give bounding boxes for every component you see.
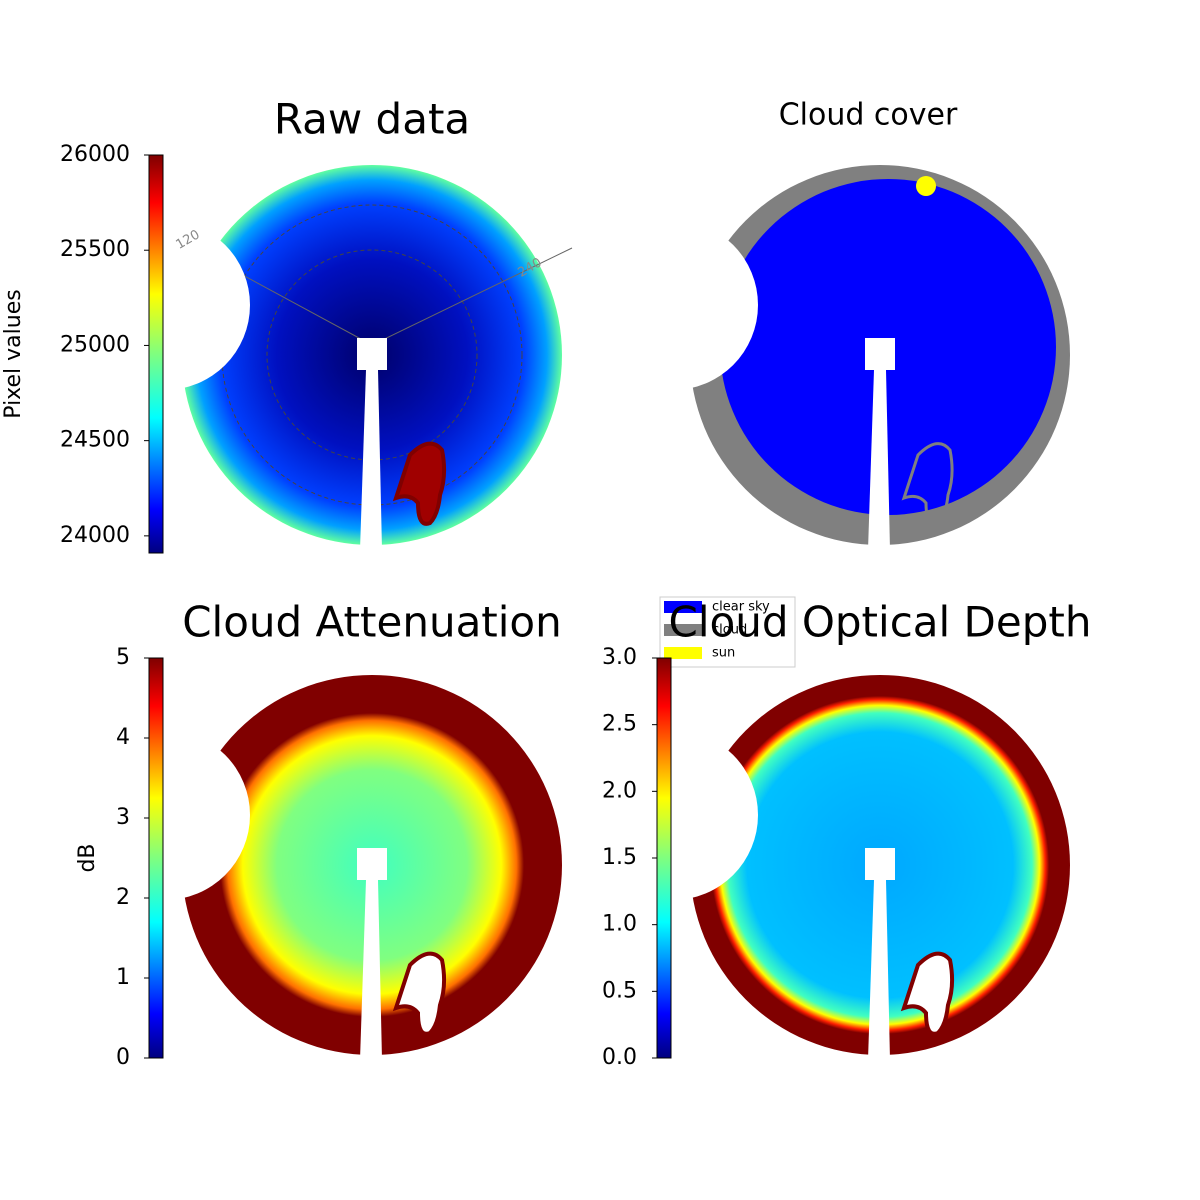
blob [900, 951, 955, 1036]
legend-swatch [664, 601, 702, 613]
colorbar-tick-label: 5 [116, 645, 130, 670]
panel-title: Raw data [274, 95, 470, 144]
pole-top [865, 848, 895, 880]
colorbar-tick-label: 1 [116, 965, 130, 990]
legend-label: sun [712, 646, 735, 661]
sky-bite [80, 220, 250, 390]
pole [360, 880, 382, 1060]
colorbar-tick-label: 0.5 [602, 978, 637, 1003]
colorbar-tick-label: 26000 [60, 142, 130, 167]
polar-grid [371, 247, 573, 346]
colorbar-tick-label: 3 [116, 805, 130, 830]
pole [868, 370, 890, 550]
pole-top [357, 848, 387, 880]
sun-disk [916, 176, 936, 196]
panel-title: Cloud cover [779, 98, 958, 133]
colorbar-tick-label: 3.0 [602, 645, 637, 670]
colorbar-tick-label: 24000 [60, 523, 130, 548]
colorbar-tick-label: 4 [116, 725, 130, 750]
blob [901, 442, 954, 526]
pole-top [865, 338, 895, 370]
blob [392, 441, 447, 526]
panel-title: Cloud Optical Depth [669, 598, 1092, 647]
colorbar [656, 657, 672, 1059]
colorbar-tick-label: 2 [116, 885, 130, 910]
pole [360, 370, 382, 550]
colorbar-label: Pixel values [1, 289, 26, 418]
sky-bite [588, 730, 758, 900]
colorbar-tick-label: 0 [116, 1045, 130, 1070]
colorbar [148, 657, 164, 1059]
colorbar-tick-label: 25000 [60, 332, 130, 357]
legend: clear sky cloud sun [659, 596, 796, 668]
panel-title: Cloud Attenuation [182, 598, 562, 647]
sky-bite [80, 730, 250, 900]
colorbar-tick-label: 2.5 [602, 712, 637, 737]
pole [868, 880, 890, 1060]
colorbar-tick-label: 2.0 [602, 778, 637, 803]
legend-swatch [664, 647, 702, 659]
pole-top [357, 338, 387, 370]
colorbar-tick-label: 1.0 [602, 912, 637, 937]
blob [392, 951, 447, 1036]
colorbar-label: dB [75, 843, 100, 872]
colorbar-tick-label: 25500 [60, 237, 130, 262]
legend-label: cloud [712, 623, 747, 638]
colorbar-tick-label: 0.0 [602, 1045, 637, 1070]
legend-label: clear sky [712, 600, 770, 615]
colorbar-tick-label: 24500 [60, 428, 130, 453]
legend-swatch [664, 624, 702, 636]
colorbar [148, 154, 164, 554]
colorbar-tick-label: 1.5 [602, 845, 637, 870]
sky-bite [588, 220, 758, 390]
